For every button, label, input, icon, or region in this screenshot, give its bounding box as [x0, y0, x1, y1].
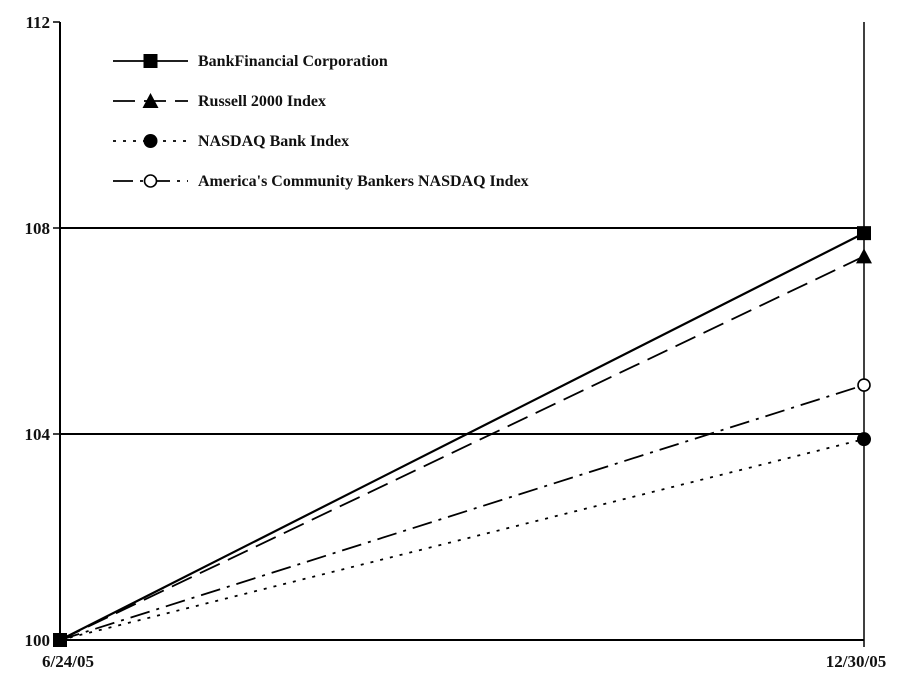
series-line-1 — [59, 232, 865, 641]
series-line-4 — [59, 384, 865, 641]
x-tick-labels: 6/24/05 12/30/05 — [42, 640, 886, 671]
y-tick-label: 100 — [25, 631, 51, 650]
x-tick-label: 6/24/05 — [42, 652, 94, 671]
legend-marker-4 — [143, 174, 158, 188]
data-point-4-2 — [857, 378, 871, 392]
y-tick-label: 112 — [25, 13, 50, 32]
legend-label-1: BankFinancial Corporation — [198, 53, 388, 70]
series-line-3 — [59, 438, 865, 641]
legend-marker-3 — [143, 134, 158, 148]
legend-label-4: America's Community Bankers NASDAQ Index — [198, 173, 529, 190]
data-point-1-1 — [53, 633, 67, 647]
series-group — [53, 226, 872, 647]
y-tick-labels: 100 104 108 112 — [25, 13, 51, 650]
data-point-1-2 — [857, 226, 871, 241]
legend-label-3: NASDAQ Bank Index — [198, 133, 349, 150]
series-line-2 — [59, 255, 865, 641]
data-point-2-2 — [856, 248, 872, 264]
axes — [59, 22, 865, 641]
y-tick-label: 108 — [25, 219, 51, 238]
y-tick-label: 104 — [25, 425, 51, 444]
legend-marker-2 — [142, 93, 159, 108]
x-tick-label: 12/30/05 — [826, 652, 886, 671]
legend-label-2: Russell 2000 Index — [198, 93, 326, 110]
data-point-3-2 — [857, 432, 871, 447]
legend: BankFinancial Corporation Russell 2000 In… — [113, 53, 529, 190]
gridlines — [53, 21, 864, 641]
legend-marker-1 — [143, 54, 158, 68]
